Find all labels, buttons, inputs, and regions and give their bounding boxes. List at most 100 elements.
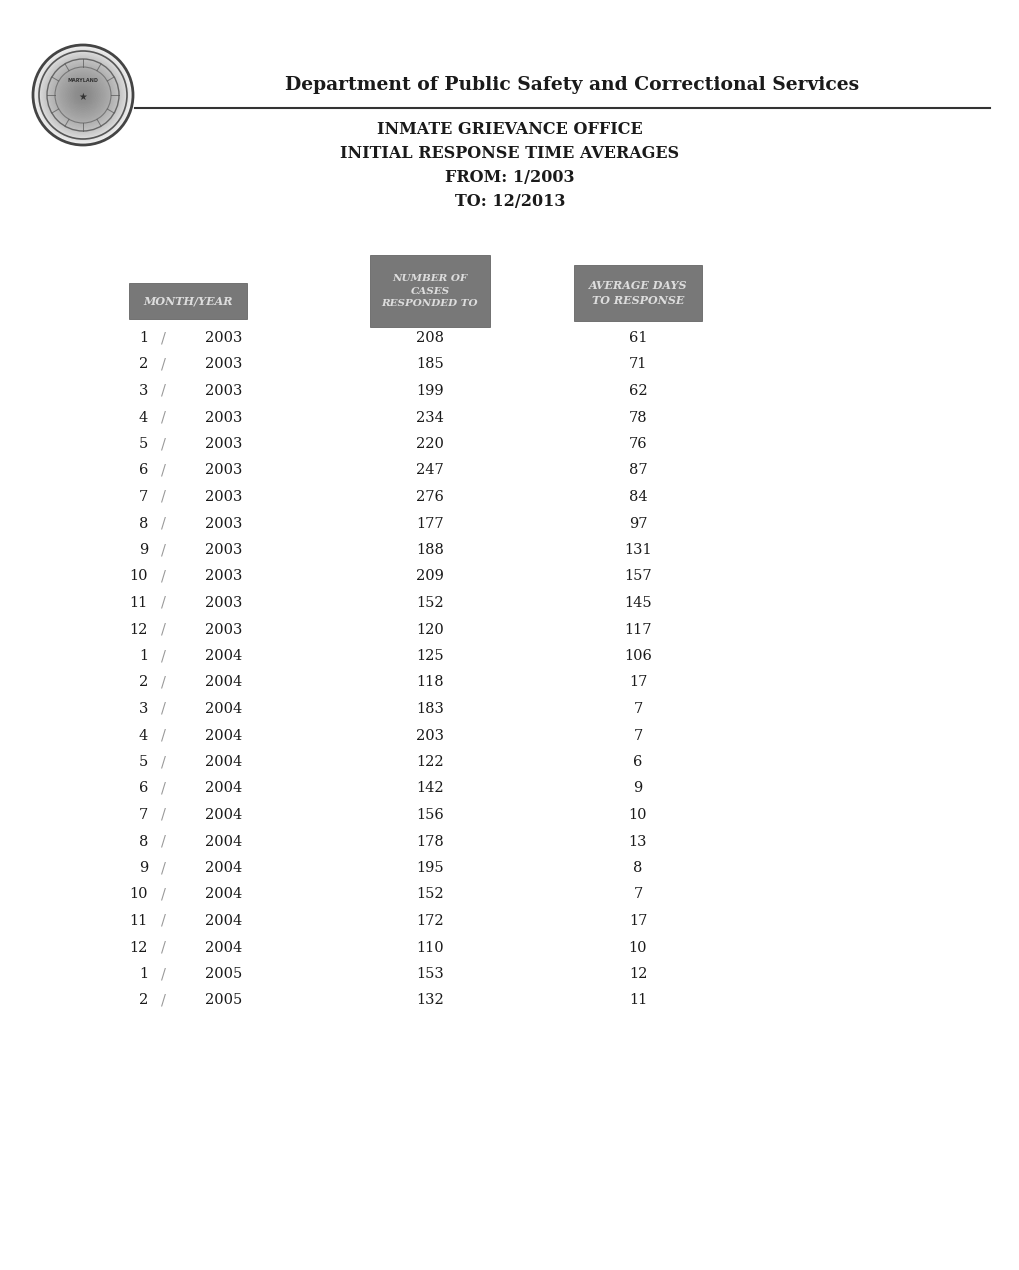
Text: 2003: 2003 (205, 464, 243, 478)
Text: 152: 152 (416, 596, 443, 610)
Text: 2004: 2004 (205, 914, 243, 928)
Text: 2004: 2004 (205, 676, 243, 690)
Text: 5: 5 (139, 754, 148, 770)
Text: 2003: 2003 (205, 410, 243, 424)
Text: 13: 13 (628, 834, 647, 848)
Text: 2003: 2003 (205, 517, 243, 531)
Text: /: / (160, 941, 165, 955)
Text: 6: 6 (633, 754, 642, 770)
Text: /: / (160, 754, 165, 770)
Text: /: / (160, 410, 165, 424)
Text: 2004: 2004 (205, 754, 243, 770)
Text: 188: 188 (416, 544, 443, 558)
Text: 87: 87 (628, 464, 647, 478)
Text: 2005: 2005 (205, 966, 243, 980)
Text: 132: 132 (416, 993, 443, 1007)
Text: 153: 153 (416, 966, 443, 980)
Text: 2004: 2004 (205, 888, 243, 902)
Text: 2003: 2003 (205, 596, 243, 610)
Text: 4: 4 (139, 410, 148, 424)
Text: FROM: 1/2003: FROM: 1/2003 (445, 169, 574, 187)
Text: /: / (160, 544, 165, 558)
Text: 2004: 2004 (205, 702, 243, 716)
Text: 7: 7 (633, 729, 642, 743)
Text: 11: 11 (129, 596, 148, 610)
Text: 8: 8 (139, 517, 148, 531)
FancyBboxPatch shape (370, 255, 489, 326)
Text: 2004: 2004 (205, 941, 243, 955)
Text: 17: 17 (628, 676, 646, 690)
Text: NUMBER OF
CASES
RESPONDED TO: NUMBER OF CASES RESPONDED TO (381, 274, 478, 309)
Text: 2003: 2003 (205, 437, 243, 451)
Text: 1: 1 (139, 966, 148, 980)
Text: /: / (160, 649, 165, 663)
Text: 2005: 2005 (205, 993, 243, 1007)
Text: 78: 78 (628, 410, 647, 424)
Text: /: / (160, 808, 165, 822)
Text: 9: 9 (139, 544, 148, 558)
Text: 8: 8 (633, 861, 642, 875)
Text: 145: 145 (624, 596, 651, 610)
Text: 4: 4 (139, 729, 148, 743)
Text: 2003: 2003 (205, 544, 243, 558)
Text: 1: 1 (139, 649, 148, 663)
Text: /: / (160, 437, 165, 451)
Text: ★: ★ (78, 91, 88, 102)
Text: 9: 9 (633, 781, 642, 795)
Text: /: / (160, 834, 165, 848)
Text: 97: 97 (628, 517, 647, 531)
Text: 185: 185 (416, 357, 443, 372)
Text: 125: 125 (416, 649, 443, 663)
Text: /: / (160, 914, 165, 928)
Text: /: / (160, 569, 165, 583)
Text: /: / (160, 384, 165, 398)
Text: 2004: 2004 (205, 649, 243, 663)
Text: 203: 203 (416, 729, 443, 743)
Text: 2003: 2003 (205, 490, 243, 504)
Text: 71: 71 (628, 357, 646, 372)
Text: /: / (160, 888, 165, 902)
Text: 106: 106 (624, 649, 651, 663)
Text: 2003: 2003 (205, 384, 243, 398)
Text: /: / (160, 861, 165, 875)
Text: 2003: 2003 (205, 569, 243, 583)
Text: /: / (160, 676, 165, 690)
Text: 1: 1 (139, 331, 148, 345)
Text: 2004: 2004 (205, 729, 243, 743)
Text: 117: 117 (624, 622, 651, 636)
Text: 7: 7 (139, 490, 148, 504)
Text: 177: 177 (416, 517, 443, 531)
Text: 17: 17 (628, 914, 646, 928)
Text: 2003: 2003 (205, 331, 243, 345)
Text: MONTH/YEAR: MONTH/YEAR (143, 296, 232, 306)
Text: MARYLAND: MARYLAND (67, 79, 99, 84)
Text: 11: 11 (629, 993, 646, 1007)
Text: 6: 6 (139, 781, 148, 795)
Text: 10: 10 (129, 888, 148, 902)
Text: 209: 209 (416, 569, 443, 583)
Text: 220: 220 (416, 437, 443, 451)
Text: /: / (160, 517, 165, 531)
Text: /: / (160, 729, 165, 743)
Text: /: / (160, 490, 165, 504)
Text: 12: 12 (628, 966, 646, 980)
Text: 2: 2 (139, 676, 148, 690)
Text: 276: 276 (416, 490, 443, 504)
Text: 2004: 2004 (205, 861, 243, 875)
Text: /: / (160, 357, 165, 372)
Text: INITIAL RESPONSE TIME AVERAGES: INITIAL RESPONSE TIME AVERAGES (340, 145, 679, 161)
Text: 142: 142 (416, 781, 443, 795)
Text: 84: 84 (628, 490, 647, 504)
Text: 7: 7 (139, 808, 148, 822)
Text: 157: 157 (624, 569, 651, 583)
Text: /: / (160, 781, 165, 795)
Text: 62: 62 (628, 384, 647, 398)
Text: /: / (160, 993, 165, 1007)
Text: 12: 12 (129, 941, 148, 955)
Text: 8: 8 (139, 834, 148, 848)
Text: 5: 5 (139, 437, 148, 451)
Text: INMATE GRIEVANCE OFFICE: INMATE GRIEVANCE OFFICE (377, 122, 642, 138)
Text: 208: 208 (416, 331, 443, 345)
Text: 3: 3 (139, 384, 148, 398)
Text: 172: 172 (416, 914, 443, 928)
